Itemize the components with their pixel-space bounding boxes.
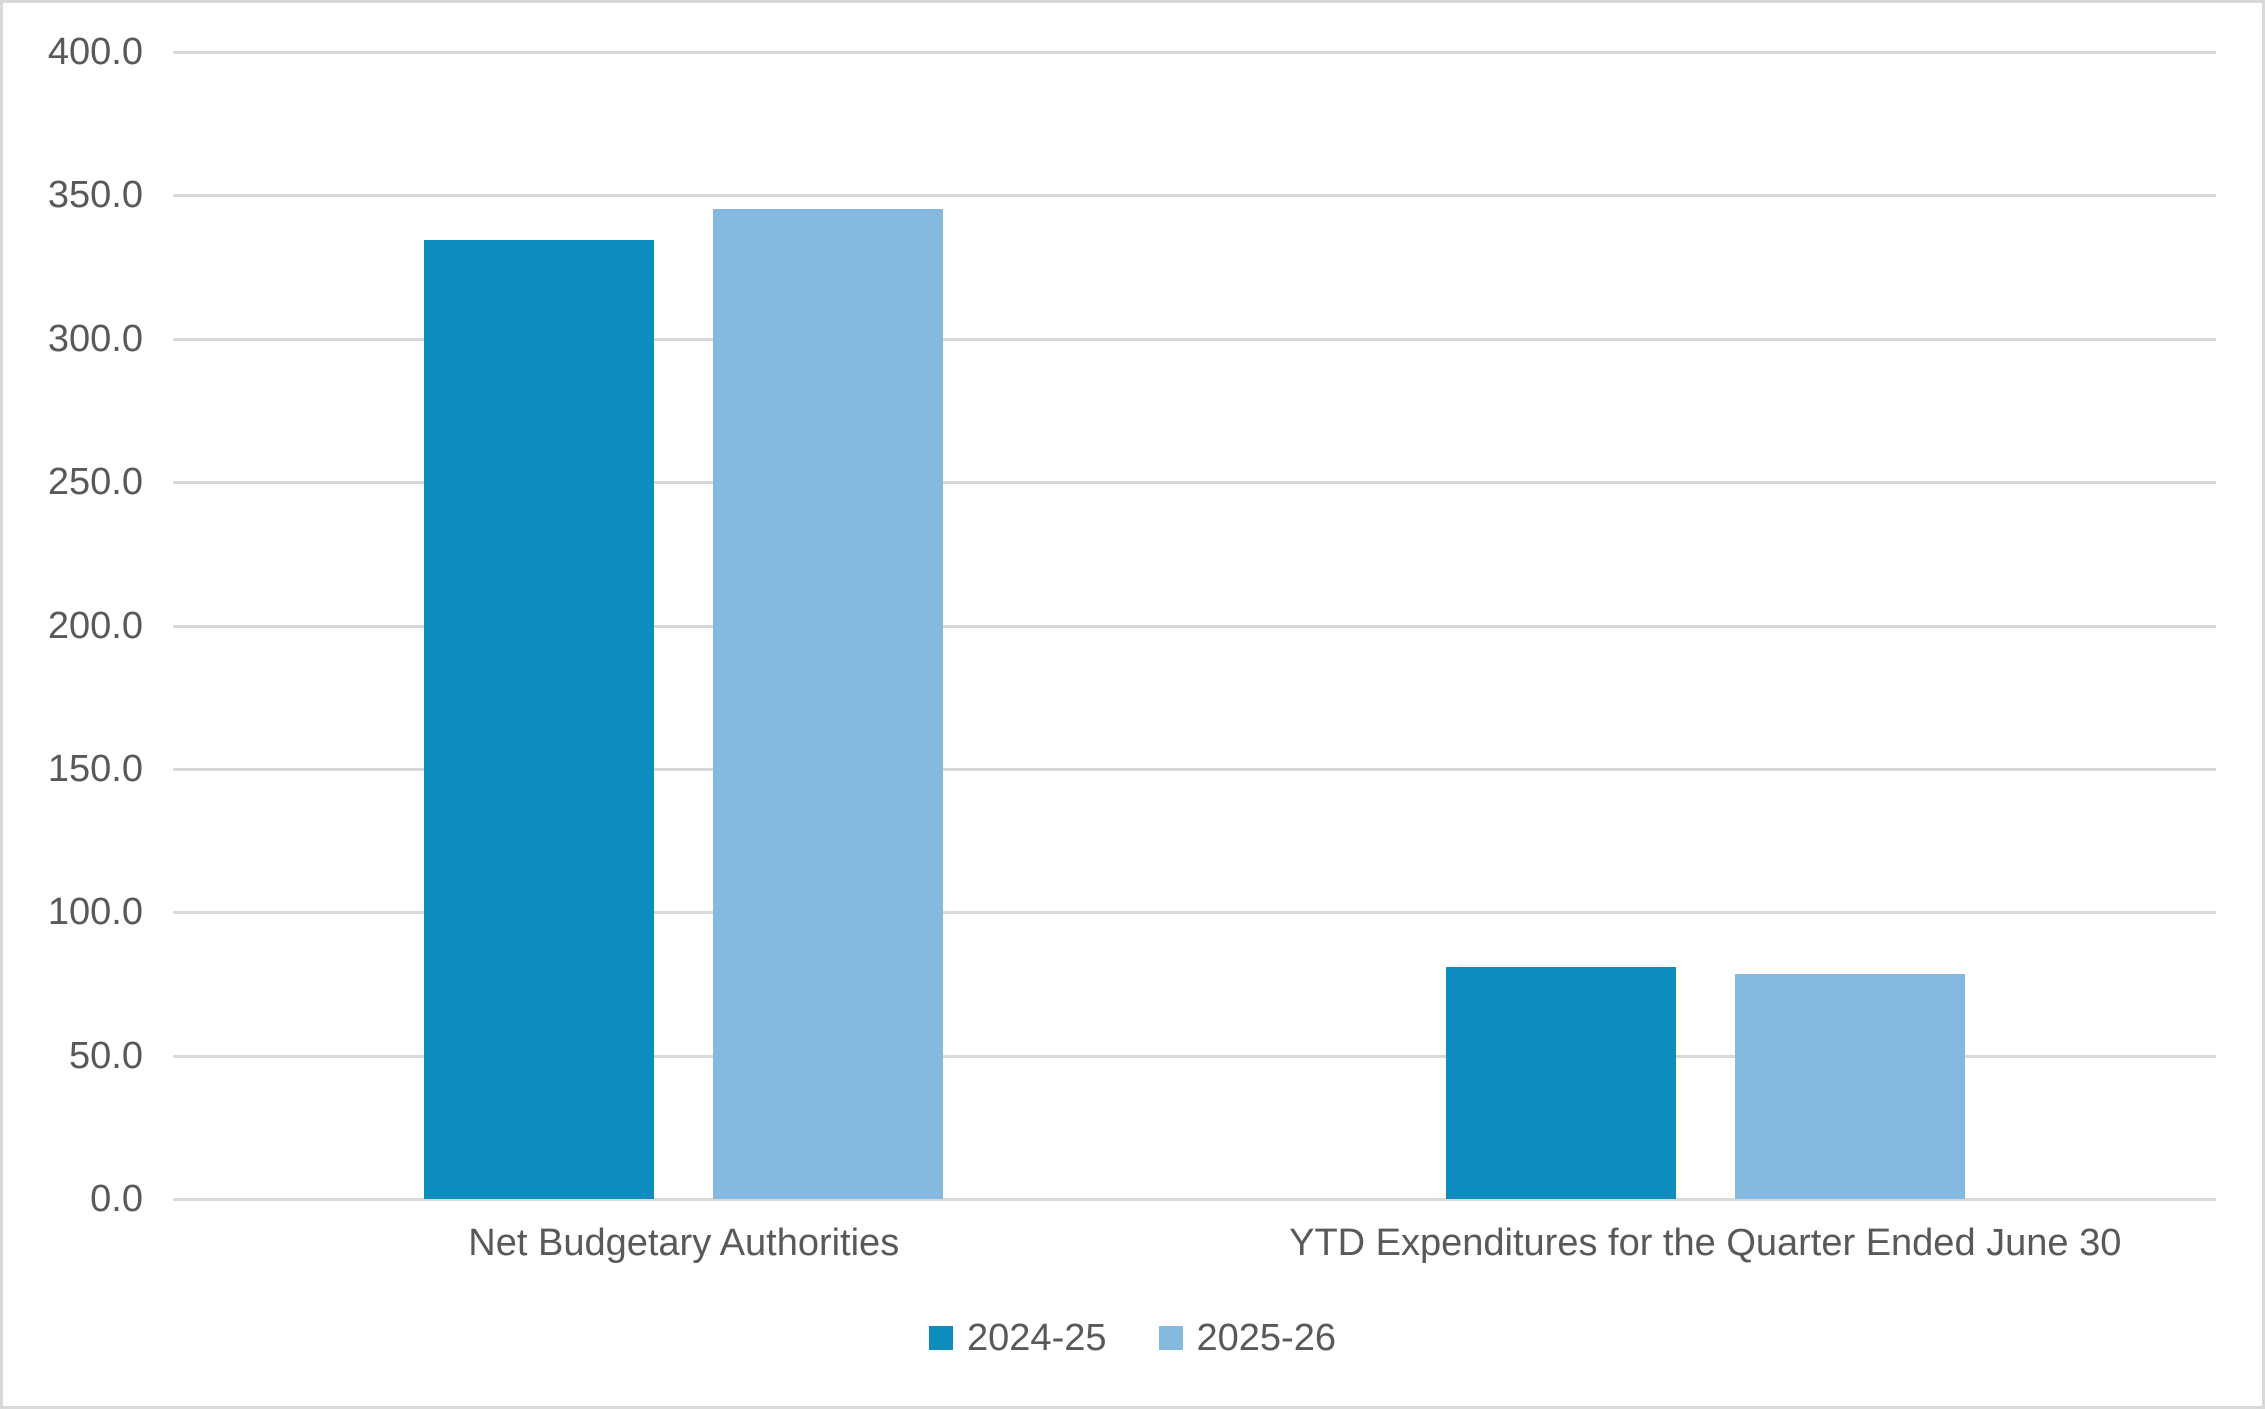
bar-group [173,209,1195,1199]
x-category-label: YTD Expenditures for the Quarter Ended J… [1289,1222,2122,1264]
y-gridline [173,767,2216,771]
y-gridline [173,1054,2216,1058]
bar-2024-25-1 [424,240,655,1199]
y-gridline [173,1198,2216,1201]
y-gridline [173,51,2216,54]
y-tick-label: 250.0 [47,461,143,504]
legend-item-2025-26: 2025-26 [1158,1317,1336,1359]
bar-2025-26-2 [1734,974,1965,1199]
y-tick-label: 0.0 [90,1178,143,1220]
y-gridline [173,624,2216,628]
legend: 2024-25 2025-26 [3,1319,2262,1357]
legend-label: 2024-25 [967,1317,1107,1359]
y-tick-label: 200.0 [47,604,143,647]
y-gridline [173,911,2216,915]
y-gridline [173,337,2216,341]
y-tick-label: 100.0 [47,891,143,934]
x-category-label: Net Budgetary Authorities [468,1222,900,1264]
bar-2024-25-2 [1445,967,1676,1199]
legend-swatch-icon [1158,1326,1183,1350]
legend-label: 2025-26 [1196,1317,1336,1359]
y-tick-label: 350.0 [47,174,143,217]
bar-group [1195,967,2217,1199]
y-gridline [173,194,2216,198]
y-tick-label: 150.0 [47,747,143,790]
bar-2025-26-1 [713,209,944,1199]
plot-area [173,51,2217,1201]
legend-item-2024-25: 2024-25 [929,1317,1107,1359]
legend-swatch-icon [929,1326,954,1350]
y-tick-label: 50.0 [69,1034,143,1077]
y-gridline [173,481,2216,485]
y-tick-label: 400.0 [47,31,143,73]
y-tick-label: 300.0 [47,317,143,360]
